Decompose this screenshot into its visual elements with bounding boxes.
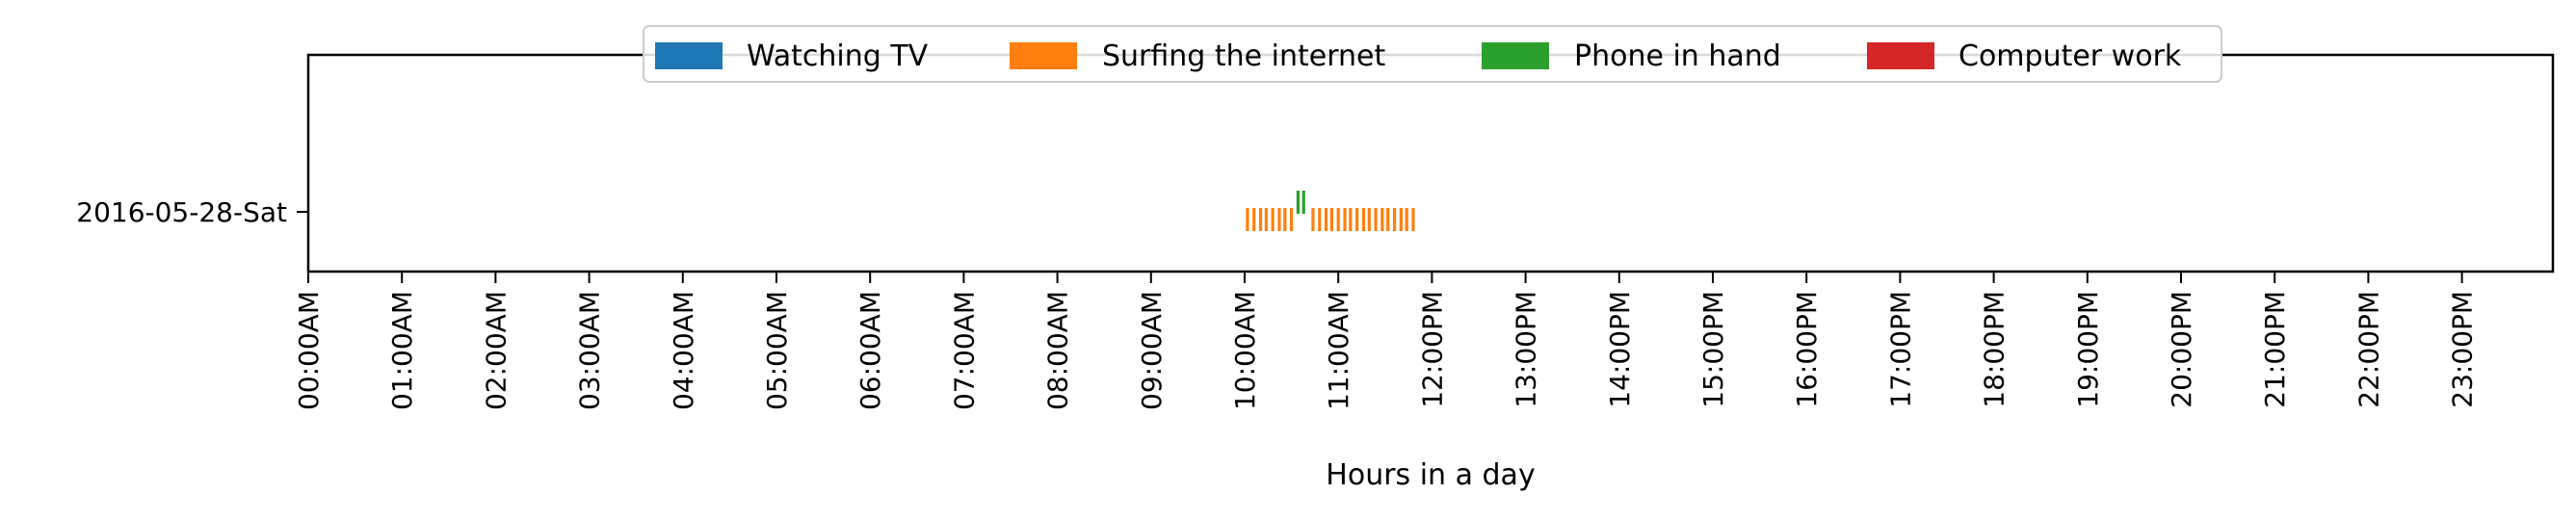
event-mark (1271, 208, 1275, 231)
legend-label: Computer work (1958, 39, 2182, 73)
x-tick-label: 15:00PM (1697, 291, 1729, 408)
x-tick-label: 02:00AM (480, 291, 512, 410)
event-mark (1355, 208, 1359, 231)
x-tick-label: 08:00AM (1042, 291, 1074, 410)
event-mark (1329, 208, 1333, 231)
event-mark (1374, 208, 1378, 231)
legend-swatch (1482, 42, 1549, 69)
event-marks (1246, 191, 1415, 231)
event-mark (1311, 208, 1315, 231)
legend-label: Phone in hand (1574, 39, 1781, 73)
event-mark (1301, 191, 1305, 214)
x-tick-label: 11:00AM (1323, 291, 1354, 410)
event-mark (1343, 208, 1347, 231)
x-tick-label: 09:00AM (1136, 291, 1168, 410)
event-mark (1246, 208, 1249, 231)
event-mark (1318, 208, 1322, 231)
legend-label: Watching TV (747, 39, 929, 73)
legend-swatch (1867, 42, 1934, 69)
legend-swatch (1010, 42, 1077, 69)
event-mark (1380, 208, 1384, 231)
event-mark (1392, 208, 1397, 231)
legend-label: Surfing the internet (1102, 39, 1385, 73)
x-tick-label: 12:00PM (1416, 291, 1448, 408)
x-tick-label: 14:00PM (1604, 291, 1636, 408)
x-tick-label: 19:00PM (2072, 291, 2104, 408)
event-mark (1336, 208, 1340, 231)
event-mark (1252, 208, 1256, 231)
event-mark (1296, 191, 1301, 214)
legend-swatch (655, 42, 723, 69)
x-tick-label: 00:00AM (293, 291, 325, 410)
event-mark (1386, 208, 1390, 231)
plot-frame (306, 53, 2555, 273)
x-tick-label: 07:00AM (948, 291, 980, 410)
x-tick-label: 04:00AM (668, 291, 699, 410)
x-tick-label: 01:00AM (386, 291, 418, 410)
event-mark (1399, 208, 1403, 231)
x-tick-label: 13:00PM (1511, 291, 1542, 408)
x-tick-label: 22:00PM (2353, 291, 2384, 408)
event-mark (1324, 208, 1328, 231)
event-mark (1349, 208, 1353, 231)
x-ticks: 00:00AM 01:00AM 02:00AM 03:00AM 04:00AM 05:00… (293, 272, 2479, 410)
x-tick-label: 06:00AM (854, 291, 886, 410)
x-tick-label: 03:00AM (574, 291, 606, 410)
x-tick-label: 17:00PM (1884, 291, 1916, 408)
x-axis-title: Hours in a day (1326, 458, 1535, 492)
x-tick-label: 23:00PM (2447, 291, 2479, 408)
y-tick-label: 2016-05-28-Sat (76, 196, 287, 228)
y-axis: 2016-05-28-Sat (76, 196, 308, 228)
x-tick-label: 05:00AM (761, 291, 793, 410)
x-tick-label: 10:00AM (1229, 291, 1261, 410)
event-mark (1411, 208, 1415, 231)
x-tick-label: 20:00PM (2166, 291, 2197, 408)
legend: Watching TV Surfing the internet Phone in … (643, 25, 2222, 83)
event-mark (1283, 208, 1287, 231)
event-mark (1264, 208, 1268, 231)
event-mark (1277, 208, 1281, 231)
event-mark (1405, 208, 1408, 231)
event-mark (1367, 208, 1371, 231)
event-mark (1258, 208, 1263, 231)
x-tick-label: 16:00PM (1791, 291, 1823, 408)
event-mark (1361, 208, 1366, 231)
x-tick-label: 18:00PM (1979, 291, 2011, 408)
x-tick-label: 21:00PM (2259, 291, 2291, 408)
event-mark (1290, 208, 1294, 231)
